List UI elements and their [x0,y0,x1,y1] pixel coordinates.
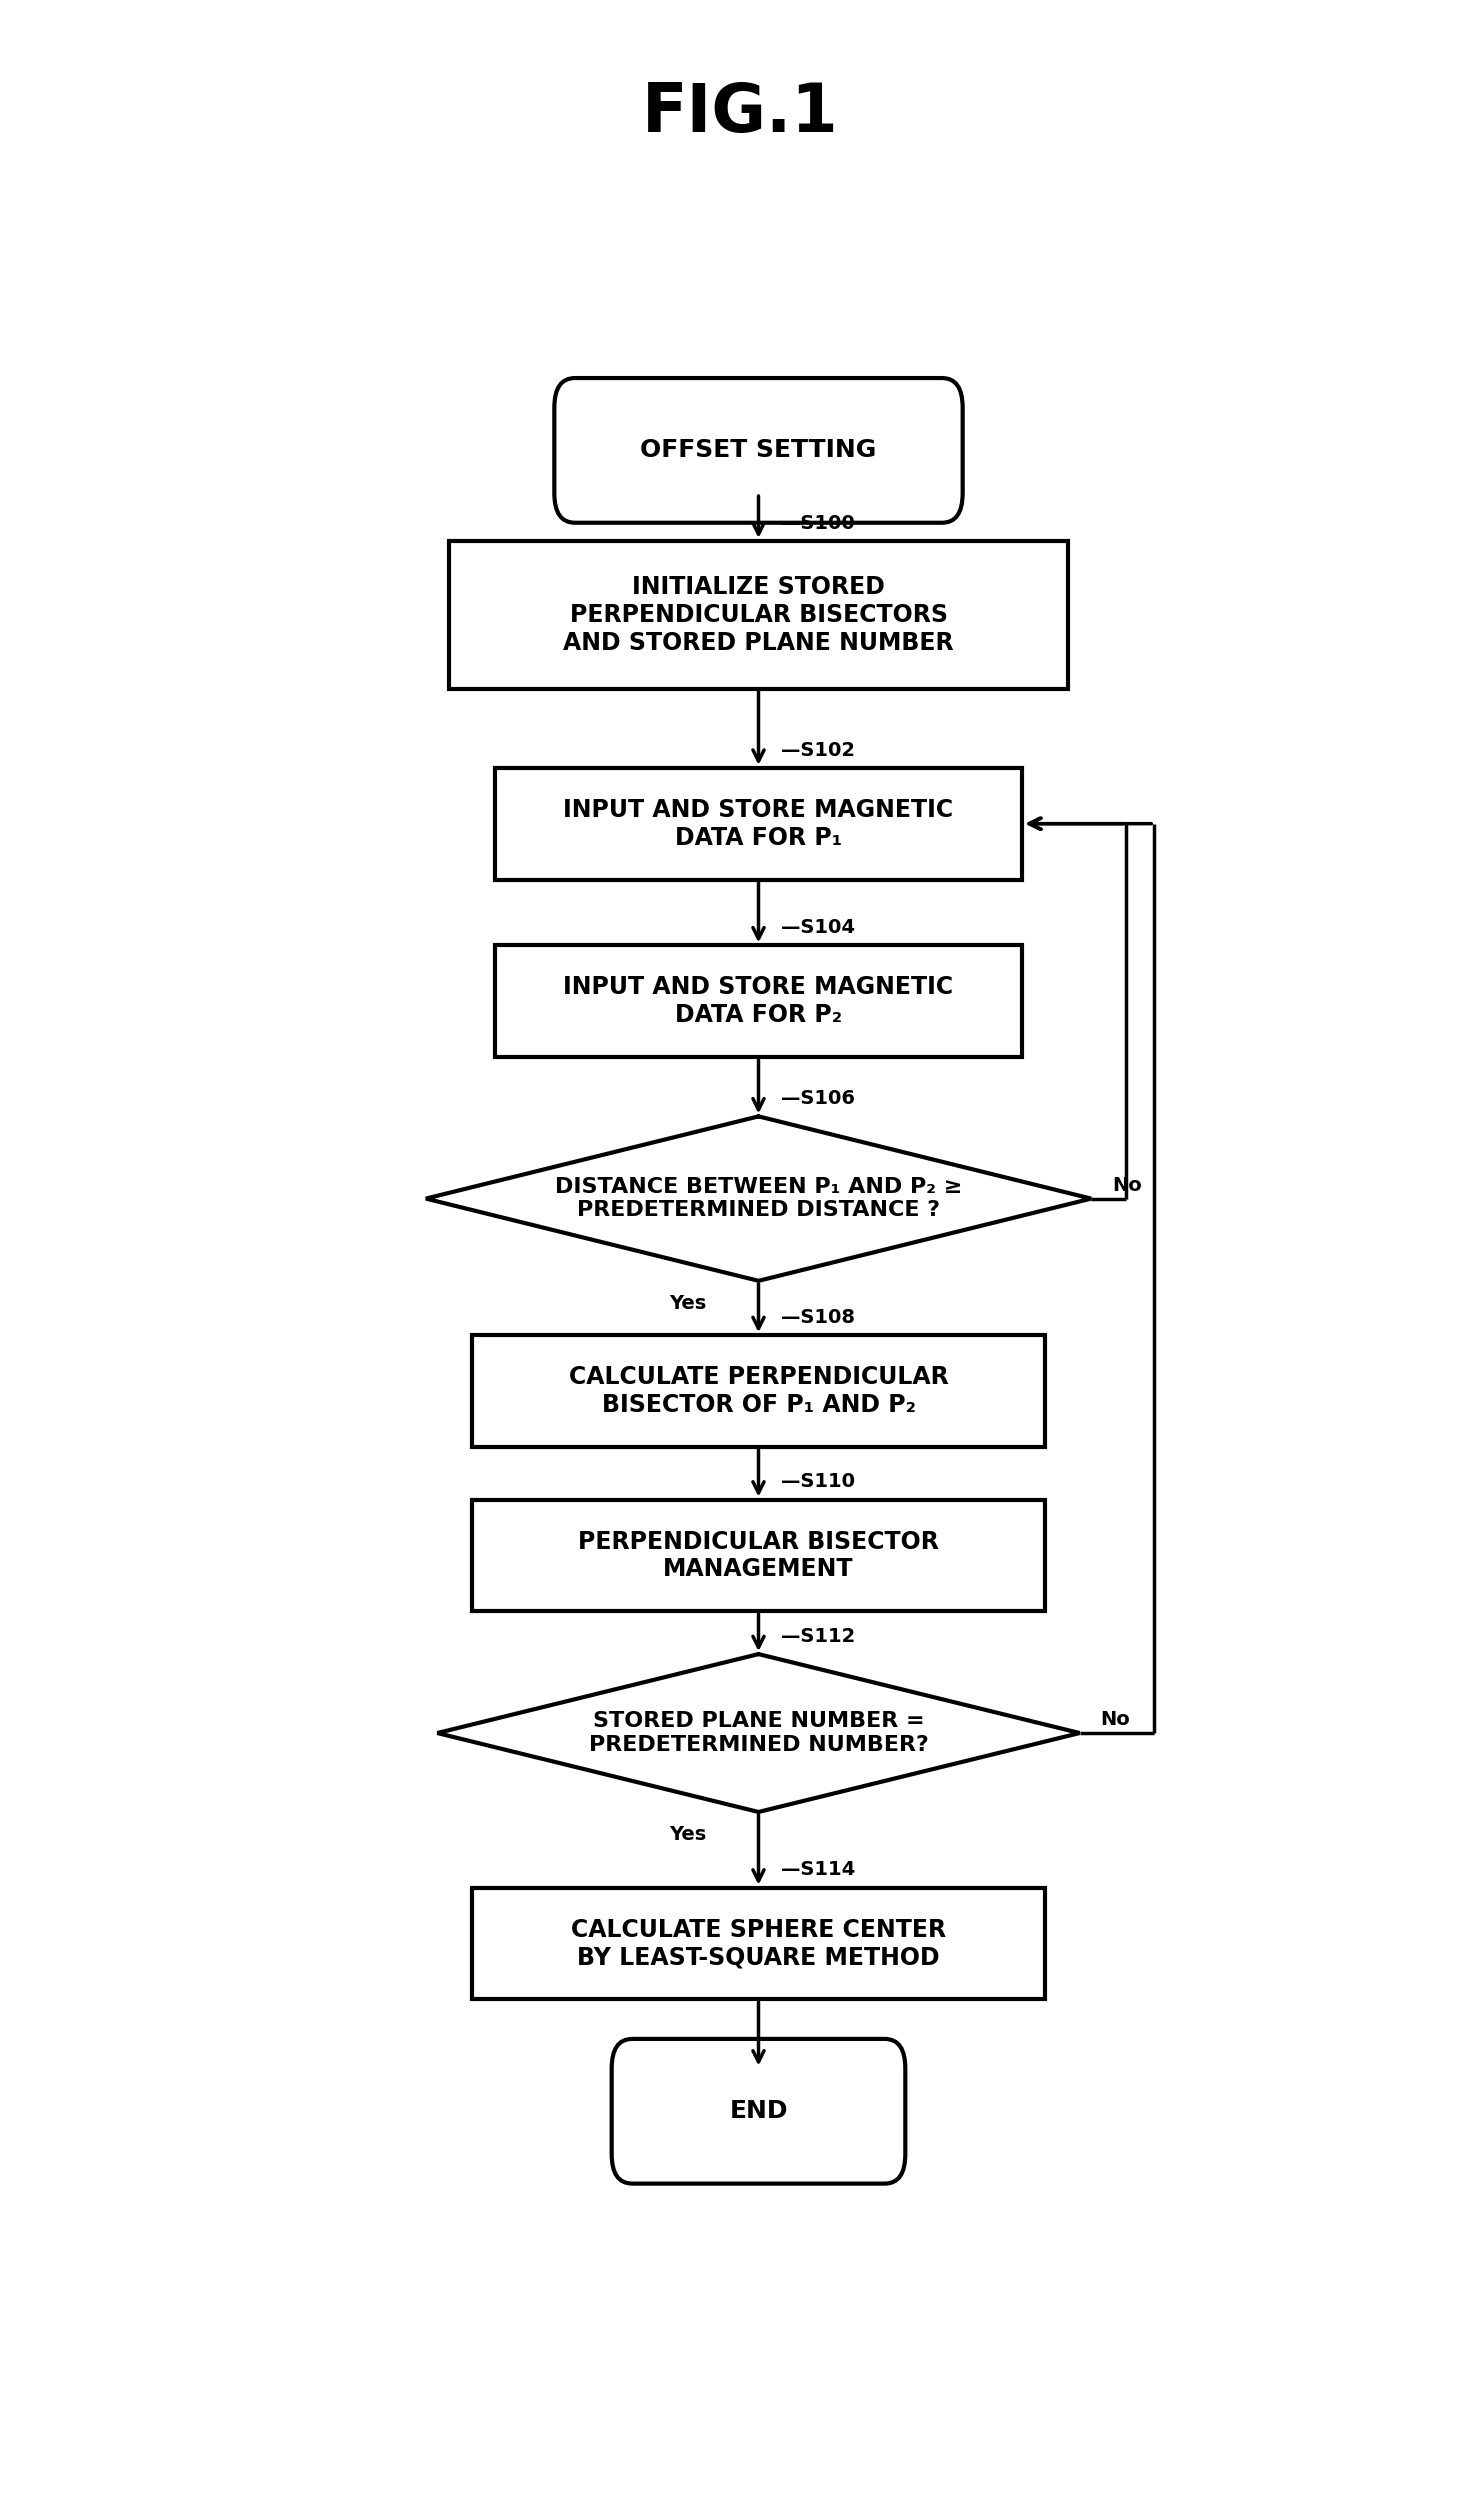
Text: FIG.1: FIG.1 [642,81,838,146]
Text: —S114: —S114 [781,1860,855,1880]
Text: —S102: —S102 [781,741,855,759]
Text: Yes: Yes [669,1293,707,1313]
Text: No: No [1111,1177,1141,1194]
Bar [494,769,1023,879]
Text: END: END [730,2099,787,2124]
Text: —S108: —S108 [781,1308,855,1328]
Text: —S100: —S100 [781,514,855,532]
Text: No: No [1100,1711,1131,1729]
Text: —S110: —S110 [781,1472,855,1492]
Bar [472,1336,1045,1446]
FancyBboxPatch shape [611,2039,906,2185]
Bar [494,945,1023,1058]
Text: PERPENDICULAR BISECTOR
MANAGEMENT: PERPENDICULAR BISECTOR MANAGEMENT [579,1530,938,1583]
Text: CALCULATE SPHERE CENTER
BY LEAST-SQUARE METHOD: CALCULATE SPHERE CENTER BY LEAST-SQUARE … [571,1918,946,1971]
Text: STORED PLANE NUMBER =
PREDETERMINED NUMBER?: STORED PLANE NUMBER = PREDETERMINED NUMB… [589,1711,928,1754]
FancyBboxPatch shape [555,378,962,522]
Bar [472,1499,1045,1610]
Text: INPUT AND STORE MAGNETIC
DATA FOR P₂: INPUT AND STORE MAGNETIC DATA FOR P₂ [564,975,953,1028]
Text: INPUT AND STORE MAGNETIC
DATA FOR P₁: INPUT AND STORE MAGNETIC DATA FOR P₁ [564,799,953,849]
Text: —S104: —S104 [781,917,855,937]
Bar [472,1887,1045,1998]
Text: Yes: Yes [669,1824,707,1845]
Text: CALCULATE PERPENDICULAR
BISECTOR OF P₁ AND P₂: CALCULATE PERPENDICULAR BISECTOR OF P₁ A… [568,1366,949,1416]
Text: DISTANCE BETWEEN P₁ AND P₂ ≥
PREDETERMINED DISTANCE ?: DISTANCE BETWEEN P₁ AND P₂ ≥ PREDETERMIN… [555,1177,962,1220]
Text: OFFSET SETTING: OFFSET SETTING [641,438,876,461]
Text: —S106: —S106 [781,1089,855,1109]
Bar [448,542,1069,688]
Text: —S112: —S112 [781,1628,855,1646]
Text: INITIALIZE STORED
PERPENDICULAR BISECTORS
AND STORED PLANE NUMBER: INITIALIZE STORED PERPENDICULAR BISECTOR… [564,575,953,655]
